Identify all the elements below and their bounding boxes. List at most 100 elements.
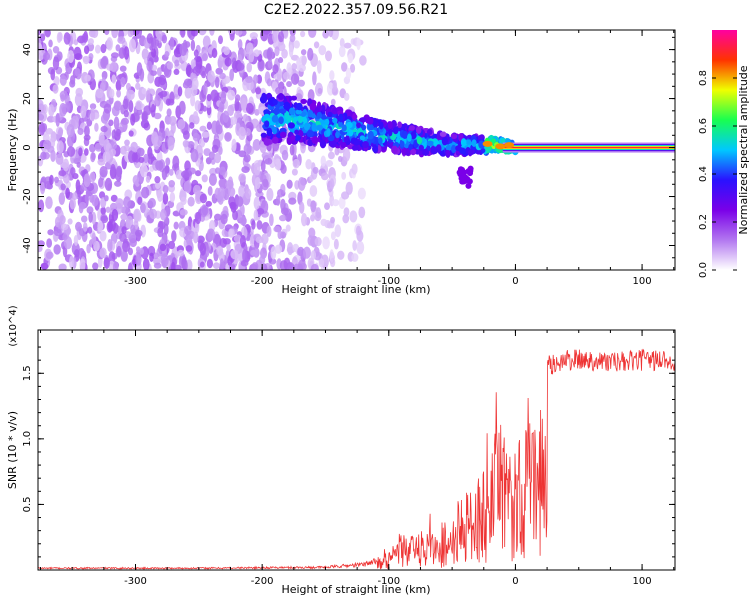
heatmap-cell [311, 113, 317, 119]
heatmap-cell [224, 131, 232, 142]
heatmap-cell [238, 126, 246, 141]
heatmap-cell [69, 197, 76, 210]
heatmap-cell [157, 190, 164, 202]
heatmap-cell [169, 36, 175, 51]
heatmap-cell [185, 245, 193, 252]
heatmap-cell [128, 99, 134, 113]
heatmap-cell [254, 109, 260, 116]
heatmap-cell [160, 90, 168, 98]
heatmap-cell [290, 73, 300, 85]
heatmap-cell [202, 105, 208, 112]
heatmap-cell [38, 99, 44, 109]
heatmap-cell [56, 32, 62, 43]
heatmap-cell [222, 110, 230, 123]
heatmap-cell [426, 140, 434, 147]
heatmap-cell [207, 70, 215, 83]
y-tick-label: 20 [22, 92, 33, 105]
heatmap-cell [334, 224, 342, 238]
heatmap-cell [118, 47, 126, 59]
heatmap-cell [220, 90, 227, 105]
heatmap-cell [73, 249, 80, 258]
heatmap-cell [334, 147, 340, 156]
heatmap-cell [99, 247, 107, 259]
heatmap-cell [362, 140, 369, 148]
heatmap-cell [359, 55, 367, 66]
heatmap-cell [151, 131, 159, 146]
heatmap-cell [170, 261, 176, 270]
heatmap-cell [312, 166, 319, 174]
heatmap-cell [294, 134, 301, 141]
heatmap-cell [233, 234, 242, 243]
heatmap-cell [55, 153, 64, 165]
heatmap-cell [53, 176, 60, 184]
heatmap-cell [276, 189, 284, 198]
heatmap-cell [86, 206, 94, 214]
heatmap-cell [297, 246, 305, 257]
heatmap-cell [52, 84, 59, 94]
heatmap-cell [240, 234, 246, 248]
heatmap-cell [130, 113, 136, 126]
heatmap-cell [248, 49, 255, 63]
heatmap-cell [284, 111, 290, 120]
heatmap-cell [40, 262, 49, 270]
heatmap-cell [280, 164, 287, 174]
heatmap-cell [109, 61, 118, 72]
heatmap-cell [309, 102, 317, 111]
heatmap-cell [327, 111, 333, 118]
heatmap-cell [340, 141, 347, 149]
y-tick-label: 1.5 [22, 365, 33, 381]
heatmap-cell [199, 261, 205, 268]
heatmap-cell [109, 88, 115, 99]
carrier-line-band [502, 146, 675, 149]
heatmap-cell [87, 226, 93, 234]
heatmap-cell [194, 100, 201, 112]
heatmap-cell [461, 169, 468, 176]
heatmap-cell [333, 238, 339, 250]
heatmap-cell [174, 59, 180, 67]
heatmap-cell [91, 232, 97, 246]
heatmap-cell [38, 52, 44, 61]
heatmap-cell [342, 147, 351, 162]
heatmap-cell [348, 129, 354, 137]
snr-ticks: -300 -200 -100 0 100 0.5 1.0 1.5 [22, 330, 675, 587]
heatmap-cell [130, 224, 136, 234]
heatmap-cell [127, 262, 133, 270]
heatmap-cell [83, 173, 91, 188]
heatmap-cell [342, 214, 350, 224]
heatmap-cell [179, 187, 187, 202]
heatmap-cell [182, 81, 190, 89]
heatmap-cell [130, 141, 138, 152]
heatmap-cell [291, 63, 297, 71]
heatmap-cell [122, 240, 131, 253]
heatmap-cell [153, 112, 162, 120]
heatmap-cell [287, 242, 294, 256]
heatmap-cell [47, 229, 54, 236]
heatmap-cell [338, 45, 346, 58]
heatmap-cell [485, 145, 491, 153]
heatmap-cell [227, 255, 233, 267]
heatmap-cell [359, 135, 366, 141]
heatmap-cell [50, 68, 56, 81]
heatmap-cell [330, 98, 336, 106]
heatmap-cell [261, 179, 269, 191]
heatmap-cell [58, 170, 67, 177]
heatmap-cell [264, 157, 273, 165]
heatmap-cell [91, 194, 99, 207]
heatmap-cell [372, 117, 378, 127]
heatmap-cell [215, 120, 221, 135]
heatmap-cell [212, 262, 220, 269]
heatmap-cell [238, 173, 246, 183]
heatmap-cell [230, 249, 239, 260]
colorbar-label: Normalized spectral amplitude [737, 65, 750, 234]
heatmap-cell [226, 243, 231, 252]
heatmap-cell [422, 148, 430, 156]
heatmap-cell [145, 90, 151, 103]
heatmap-cell [192, 231, 199, 244]
heatmap-cell [297, 79, 305, 87]
heatmap-cell [193, 49, 199, 58]
heatmap-cell [181, 170, 190, 178]
heatmap-cell [154, 39, 160, 47]
heatmap-cell [168, 240, 176, 250]
heatmap-cell [208, 173, 217, 186]
heatmap-cell [282, 71, 290, 80]
